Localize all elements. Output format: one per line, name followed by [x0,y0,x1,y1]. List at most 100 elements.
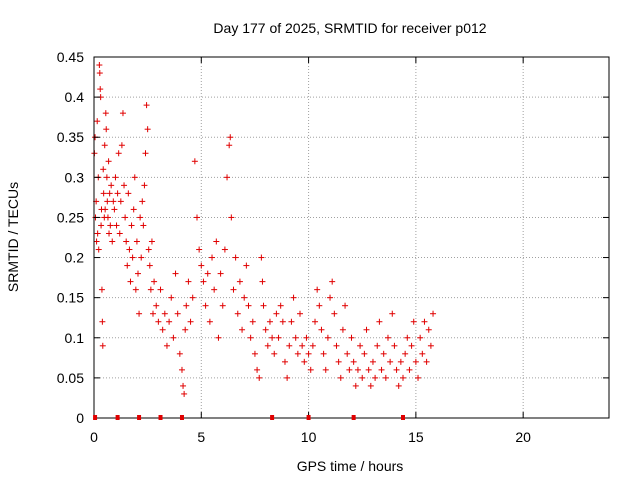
data-point [147,286,154,293]
data-point [307,366,314,373]
data-point [132,286,139,293]
data-point [100,190,107,197]
y-tick-label: 0.2 [65,250,85,266]
data-point [131,174,138,181]
data-point [423,358,430,365]
data-point [172,270,179,277]
y-tick-label: 0.15 [57,290,84,306]
data-point [286,342,293,349]
data-point [143,102,150,109]
data-point [363,326,370,333]
data-point [279,318,286,325]
data-point [99,342,106,349]
data-point [404,334,411,341]
data-point [374,342,381,349]
data-point [234,310,241,317]
gap-marker [351,415,356,420]
data-point [271,350,278,357]
data-point [329,278,336,285]
data-point [369,358,376,365]
data-point [230,286,237,293]
data-point [103,174,110,181]
data-point [151,278,158,285]
data-point [361,350,368,357]
data-point [335,358,342,365]
data-point [194,214,200,221]
data-point [99,318,106,325]
data-point [108,182,115,189]
data-point [98,286,105,293]
data-point [224,174,231,181]
data-point [372,374,379,381]
data-point [339,326,346,333]
data-point [324,334,331,341]
y-tick-label: 0.25 [57,209,84,225]
data-point [206,318,213,325]
y-tick-label: 0.05 [57,370,84,386]
data-point [181,390,188,397]
data-point [123,238,130,245]
data-point [153,302,160,309]
data-point [258,254,265,261]
data-point [104,214,111,221]
y-tick-label: 0 [76,410,84,426]
data-point [412,358,419,365]
data-point [395,382,402,389]
data-point [359,374,366,381]
data-point [189,294,196,301]
data-point [102,206,109,213]
data-point [144,126,151,133]
data-point [322,366,329,373]
data-point [141,182,148,189]
data-point [419,350,426,357]
data-point [232,254,239,261]
y-tick-label: 0.45 [57,49,84,65]
data-point [430,310,437,317]
data-point [387,358,394,365]
y-tick-label: 0.4 [65,89,85,105]
data-point [281,358,288,365]
data-point [344,350,351,357]
data-point [367,382,374,389]
data-point [393,366,400,373]
data-point [166,318,173,325]
gap-marker [401,415,405,420]
data-point [104,198,111,205]
data-point [128,222,135,229]
data-point [327,294,334,301]
data-point [376,318,383,325]
data-point [408,342,415,349]
gap-marker [270,415,275,420]
data-point [378,366,385,373]
data-point [290,294,297,301]
data-point [266,318,273,325]
data-point [251,350,258,357]
data-point [176,350,183,357]
data-point [400,374,406,381]
data-point [106,190,113,197]
data-point [115,150,122,157]
data-point [101,142,108,149]
data-point [209,254,216,261]
gap-markers [93,415,405,420]
data-point [130,206,137,213]
gap-marker [306,415,311,420]
data-point [157,286,164,293]
data-point [410,318,417,325]
data-point [163,342,170,349]
data-point [133,238,140,245]
data-point [191,158,198,165]
x-tick-label: 0 [90,429,98,445]
data-point [406,366,413,373]
data-point [247,334,254,341]
data-point [331,310,338,317]
data-point [96,62,103,69]
data-point [316,302,323,309]
data-point [357,342,364,349]
data-point [140,222,147,229]
data-point [96,70,103,77]
data-point [204,270,211,277]
data-point [389,310,396,317]
data-point [402,350,409,357]
